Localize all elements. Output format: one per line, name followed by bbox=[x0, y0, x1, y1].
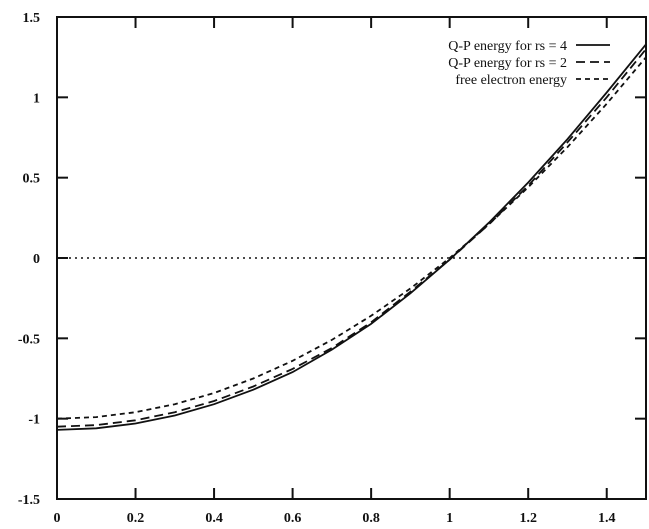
x-tick-label: 1.4 bbox=[598, 511, 616, 526]
legend-label-free-electron: free electron energy bbox=[455, 73, 567, 88]
legend: Q-P energy for rs = 4 Q-P energy for rs … bbox=[448, 39, 610, 88]
y-tick-label: -1.5 bbox=[18, 493, 40, 508]
y-tick-label: 1 bbox=[33, 91, 40, 106]
x-tick-label: 0.2 bbox=[127, 511, 145, 526]
legend-label-rs4: Q-P energy for rs = 4 bbox=[448, 39, 567, 54]
y-tick-label: 0.5 bbox=[23, 172, 41, 187]
x-tick-label: 1 bbox=[446, 511, 453, 526]
series-layer bbox=[56, 43, 647, 431]
y-tick-label: -0.5 bbox=[18, 332, 40, 347]
x-tick-label: 0.8 bbox=[362, 511, 380, 526]
y-tick-label: 0 bbox=[33, 252, 40, 267]
legend-label-rs2: Q-P energy for rs = 2 bbox=[448, 56, 567, 71]
x-tick-label: 0.6 bbox=[284, 511, 302, 526]
x-tick-label: 0 bbox=[54, 511, 61, 526]
y-tick-label: -1 bbox=[28, 413, 40, 428]
y-tick-label: 1.5 bbox=[23, 11, 41, 26]
x-tick-label: 0.4 bbox=[205, 511, 223, 526]
series-line-rs2 bbox=[56, 48, 647, 428]
ticks-layer: 0 0.2 0.4 0.6 0.8 1 1.2 1.4 -1.5 -1 -0.5 0 0.5 1 1.5 bbox=[18, 11, 646, 526]
series-line-free-electron bbox=[56, 56, 647, 420]
x-tick-label: 1.2 bbox=[519, 511, 537, 526]
series-line-rs4 bbox=[56, 43, 647, 431]
